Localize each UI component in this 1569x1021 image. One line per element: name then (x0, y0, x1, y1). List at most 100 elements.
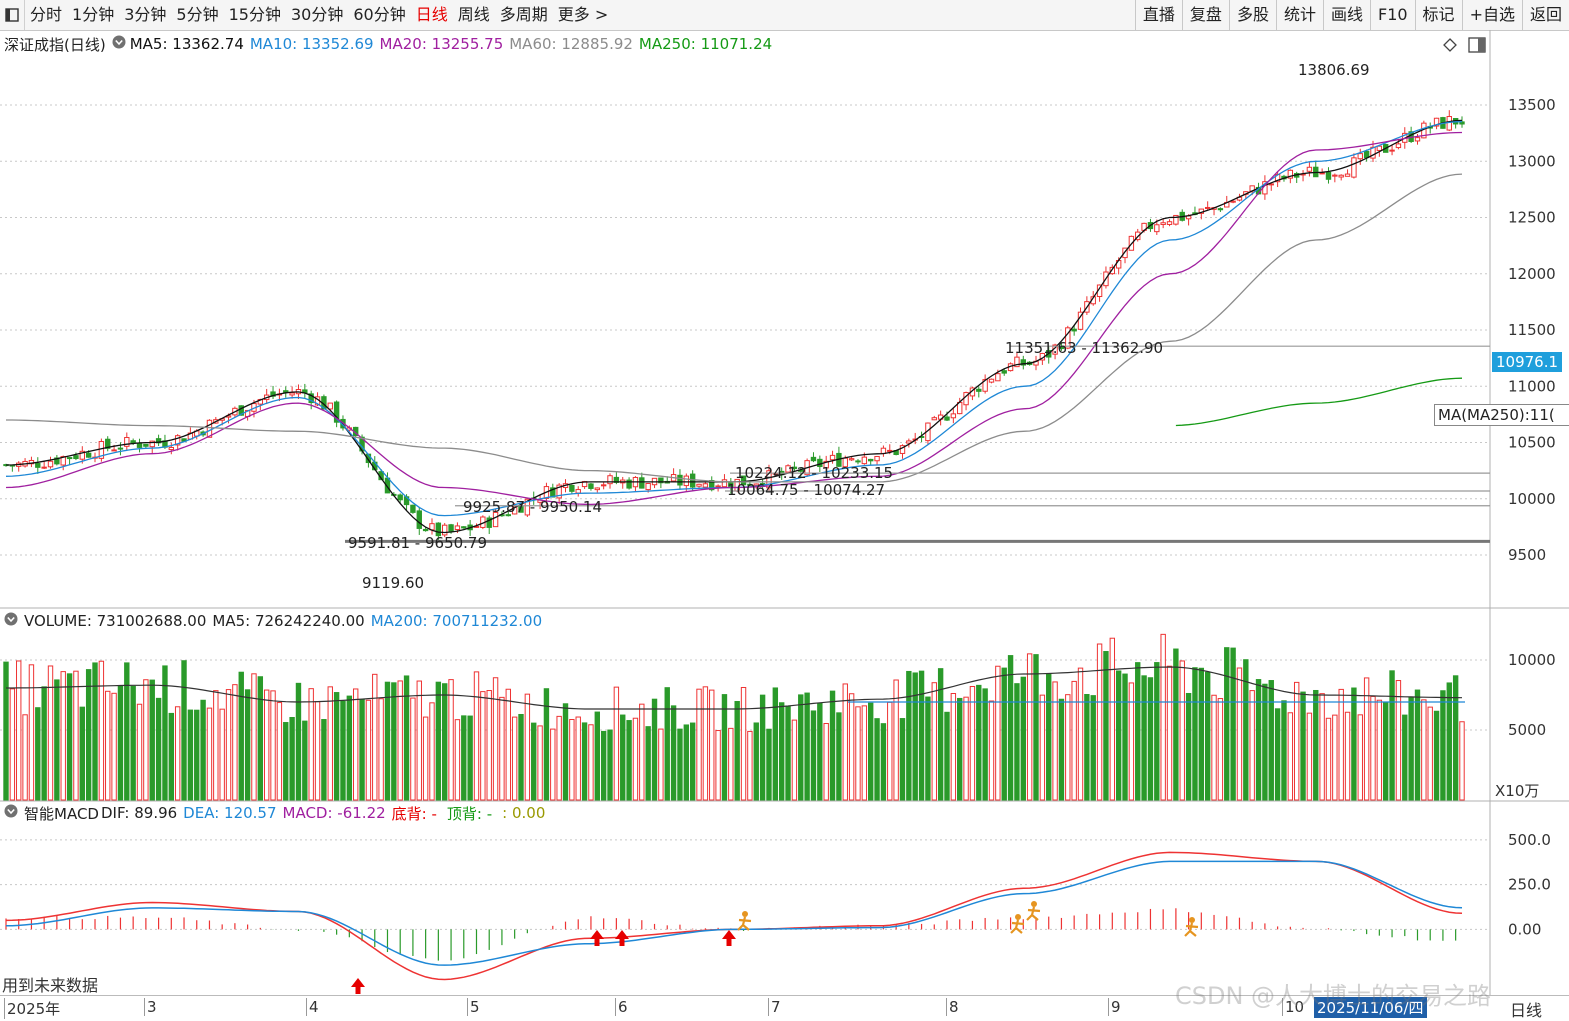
macd-top: 顶背: - (446, 804, 493, 823)
volume-bar (1338, 688, 1344, 801)
candle-body (600, 484, 607, 487)
macd-collapse-icon[interactable] (4, 804, 18, 822)
volume-bar (836, 712, 842, 801)
volume-bar (829, 690, 836, 801)
toolbar-button-2[interactable]: 多股 (1228, 0, 1276, 30)
chart-title: 深证成指(日线) (4, 35, 106, 54)
volume-bar (511, 716, 518, 801)
volume-bar (1408, 696, 1414, 801)
candle-body (73, 455, 79, 460)
candle-body (1376, 145, 1383, 151)
candle-body (721, 479, 728, 488)
macd-dea: DEA: 120.57 (183, 804, 277, 822)
volume-bar (442, 683, 448, 801)
candle-body (143, 443, 149, 447)
runner-signal-icon (737, 916, 752, 931)
candle-body (1109, 266, 1116, 275)
volume-bar (111, 692, 117, 801)
volume-bar (645, 726, 651, 801)
candle-body (397, 494, 403, 501)
period-tab-2[interactable]: 3分钟 (124, 5, 167, 24)
volume-bar (403, 675, 410, 801)
candle-body (422, 528, 429, 532)
window-icon[interactable] (1468, 37, 1486, 57)
volume-bar (747, 730, 753, 801)
candle-body (47, 460, 54, 468)
candle-body (747, 483, 753, 486)
volume-bar (283, 722, 289, 801)
volume-bar (1306, 712, 1313, 801)
toolbar-button-3[interactable]: 统计 (1275, 0, 1323, 30)
volume-bar (600, 730, 607, 801)
toolbar-button-4[interactable]: 画线 (1322, 0, 1370, 30)
candle-body (1217, 208, 1224, 211)
toolbar-button-5[interactable]: F10 (1369, 0, 1415, 30)
period-tab-5[interactable]: 30分钟 (290, 5, 344, 24)
period-tab-8[interactable]: 周线 (457, 5, 490, 24)
candle-body (130, 440, 136, 444)
volume-bar (518, 713, 524, 801)
period-tab-7[interactable]: 日线 (415, 5, 448, 24)
candle-body (1077, 311, 1084, 330)
volume-bar (1351, 687, 1357, 801)
volume-collapse-icon[interactable] (4, 612, 18, 630)
volume-bar (766, 728, 772, 801)
volume-bar (372, 673, 378, 801)
candle-body (136, 442, 143, 448)
candle-body (442, 524, 448, 536)
volume-bar (1459, 721, 1465, 801)
volume-bar (689, 722, 696, 801)
candle-body (505, 514, 511, 517)
volume-bar (1274, 708, 1281, 801)
volume-bar (1344, 711, 1351, 801)
toolbar-button-6[interactable]: 标记 (1414, 0, 1462, 30)
period-tab-6[interactable]: 60分钟 (353, 5, 406, 24)
period-tab-4[interactable]: 15分钟 (228, 5, 281, 24)
candle-body (709, 480, 715, 491)
ma-line-2 (5, 131, 1463, 506)
volume-bar (1224, 647, 1230, 801)
macd-dea-line (5, 860, 1463, 966)
volume-bar (1243, 659, 1249, 801)
period-tab-0[interactable]: 分时 (30, 5, 63, 24)
volume-bar (16, 660, 22, 801)
runner-signal-icon (1189, 917, 1195, 923)
candle-body (899, 445, 906, 454)
period-tab-3[interactable]: 5分钟 (176, 5, 219, 24)
volume-bar (327, 686, 333, 801)
volume-bar (1325, 717, 1332, 801)
diamond-icon[interactable] (1442, 37, 1458, 57)
volume-bar (810, 710, 817, 801)
volume-bar (1452, 675, 1459, 801)
candle-body (689, 473, 696, 488)
volume-bar (480, 691, 486, 801)
toolbar-button-0[interactable]: 直播 (1134, 0, 1182, 30)
ma-legend-4: MA250: 11071.24 (638, 35, 773, 53)
time-tick-8: 10 (1282, 998, 1304, 1016)
toolbar-button-1[interactable]: 复盘 (1181, 0, 1229, 30)
macd-bottom: 底背: - (391, 804, 437, 823)
volume-bar (219, 708, 225, 801)
candle-body (1230, 200, 1236, 203)
volume-bar (181, 660, 187, 801)
collapse-icon[interactable] (112, 35, 126, 53)
volume-bar (613, 686, 620, 801)
volume-bar (66, 673, 73, 801)
toolbar-button-7[interactable]: +自选 (1461, 0, 1522, 30)
period-tab-9[interactable]: 多周期 (499, 5, 548, 24)
volume-bar (397, 680, 403, 801)
volume-unit: X10万 (1495, 782, 1540, 800)
volume-bar (982, 688, 988, 801)
volume-bar (1122, 673, 1128, 801)
buy-signal-arrow-icon (722, 930, 736, 946)
volume-ma5: MA5: 726242240.00 (212, 612, 365, 630)
candle-body (1160, 222, 1166, 225)
volume-bar (194, 709, 200, 801)
toolbar-button-8[interactable]: 返回 (1521, 0, 1569, 30)
volume-bar (168, 712, 175, 801)
candle-body (1204, 206, 1211, 209)
period-tab-10[interactable]: 更多 > (557, 5, 609, 24)
sidebar-toggle-icon[interactable] (0, 0, 25, 30)
period-tab-1[interactable]: 1分钟 (72, 5, 115, 24)
